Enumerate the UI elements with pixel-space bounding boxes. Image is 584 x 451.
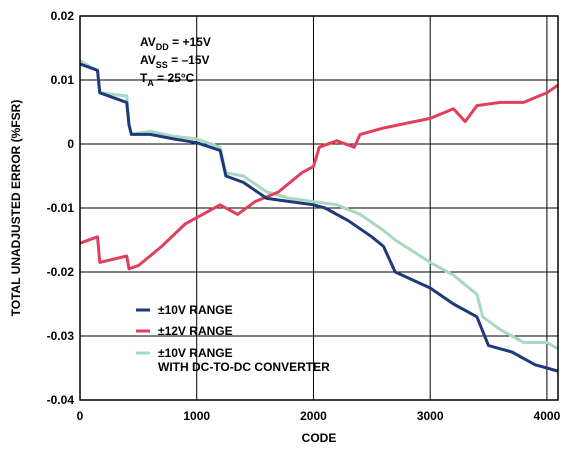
x-tick-labels: 0 1000 2000 3000 4000: [77, 409, 561, 423]
y-tick-label-5: -0.03: [47, 329, 75, 343]
y-tick-label-4: -0.02: [47, 265, 75, 279]
y-tick-label-3: -0.01: [47, 201, 75, 215]
conditions-annotation: AVDD = +15V AVSS = –15V TA = 25°C: [140, 35, 211, 88]
annotation-ta: TA = 25°C: [140, 71, 195, 88]
legend-label-series-1: ±10V RANGE: [158, 303, 233, 317]
legend: ±10V RANGE ±12V RANGE ±10V RANGE WITH DC…: [136, 303, 330, 374]
legend-label-series-2: ±12V RANGE: [158, 324, 233, 338]
x-tick-label-2: 2000: [300, 409, 327, 423]
x-tick-label-4: 4000: [534, 409, 561, 423]
series-line-2: [79, 83, 559, 271]
x-tick-label-1: 1000: [183, 409, 210, 423]
y-tick-labels: 0.02 0.01 0 -0.01 -0.02 -0.03 -0.04: [47, 9, 75, 407]
y-tick-label-0: 0.02: [51, 9, 75, 23]
grid: [80, 16, 558, 400]
x-tick-label-3: 3000: [417, 409, 444, 423]
y-tick-label-2: 0: [67, 137, 74, 151]
legend-label-series-3: ±10V RANGE: [158, 346, 233, 360]
series-line-1: [79, 62, 559, 373]
plot-border: [79, 15, 559, 401]
legend-sublabel-series-3: WITH DC-TO-DC CONVERTER: [158, 360, 330, 374]
series-lines: [79, 59, 559, 373]
x-tick-label-0: 0: [77, 409, 84, 423]
annotation-avss: AVSS = –15V: [140, 53, 210, 70]
annotation-avdd: AVDD = +15V: [140, 35, 211, 52]
y-tick-label-6: -0.04: [47, 393, 75, 407]
y-tick-label-1: 0.01: [51, 73, 75, 87]
y-axis-label: TOTAL UNADJUSTED ERROR (%FSR): [9, 100, 23, 317]
x-axis-label: CODE: [302, 431, 337, 445]
